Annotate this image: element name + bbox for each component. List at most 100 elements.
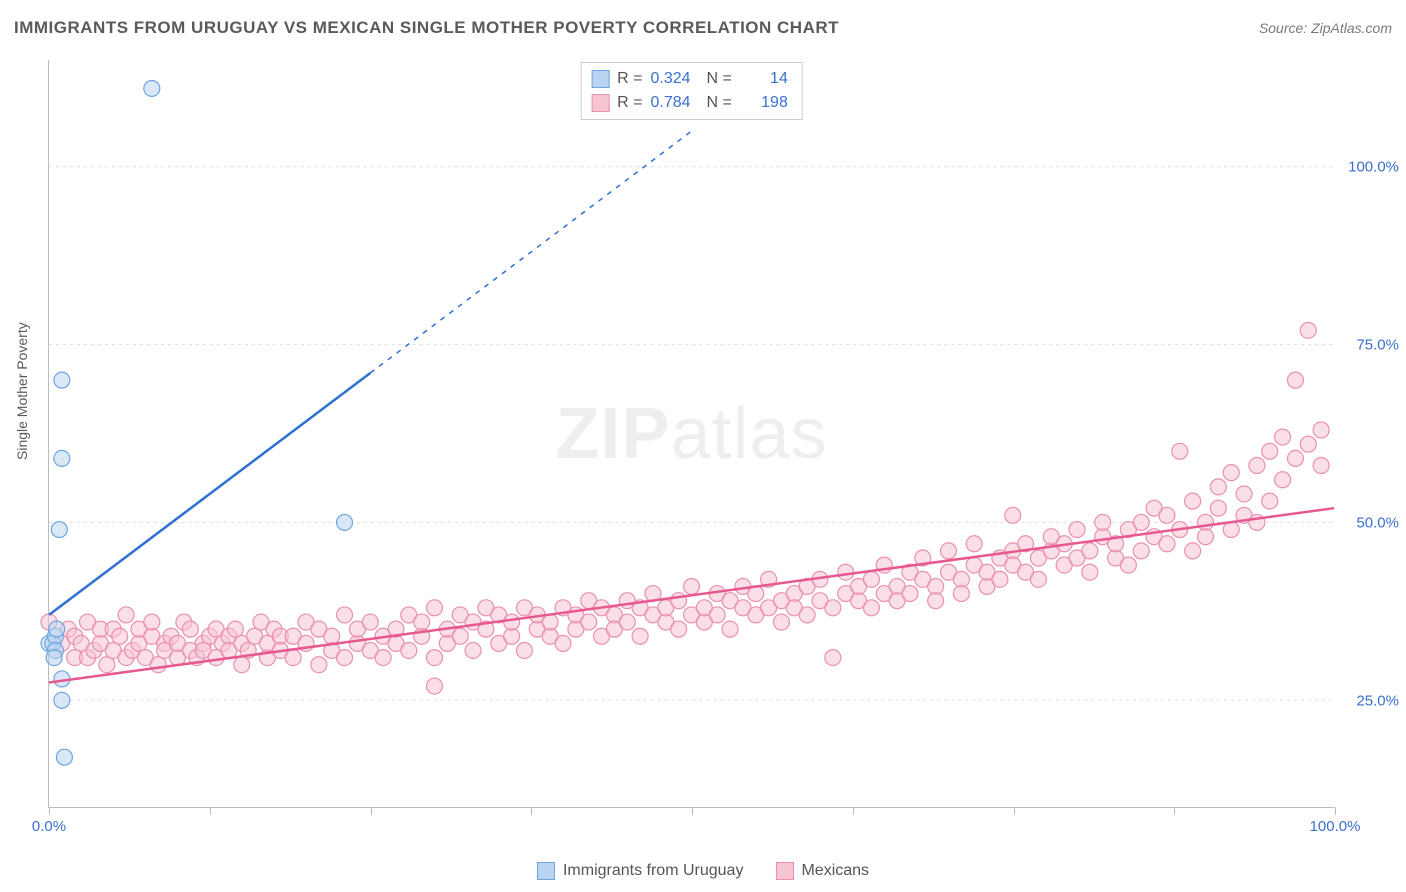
legend-swatch-mexicans xyxy=(775,862,793,880)
data-point-mexicans xyxy=(150,657,166,673)
data-point-mexicans xyxy=(118,607,134,623)
data-point-mexicans xyxy=(1313,422,1329,438)
data-point-mexicans xyxy=(709,607,725,623)
legend-label-mexicans: Mexicans xyxy=(801,862,869,880)
data-point-mexicans xyxy=(1210,479,1226,495)
y-tick-label: 75.0% xyxy=(1356,336,1399,353)
data-point-mexicans xyxy=(953,571,969,587)
data-point-mexicans xyxy=(99,657,115,673)
x-tick xyxy=(1335,807,1336,815)
data-point-mexicans xyxy=(773,614,789,630)
data-point-mexicans xyxy=(902,586,918,602)
data-point-mexicans xyxy=(1198,529,1214,545)
data-point-mexicans xyxy=(966,536,982,552)
y-tick-label: 50.0% xyxy=(1356,515,1399,532)
chart-svg xyxy=(49,60,1334,807)
data-point-mexicans xyxy=(504,614,520,630)
data-point-mexicans xyxy=(953,586,969,602)
chart-title: IMMIGRANTS FROM URUGUAY VS MEXICAN SINGL… xyxy=(14,18,839,38)
data-point-mexicans xyxy=(1300,436,1316,452)
swatch-uruguay xyxy=(591,70,609,88)
data-point-mexicans xyxy=(1223,465,1239,481)
data-point-mexicans xyxy=(619,614,635,630)
data-point-mexicans xyxy=(928,578,944,594)
trend-line-mexicans xyxy=(49,508,1334,682)
data-point-uruguay xyxy=(49,621,65,637)
correlation-box: R = 0.324 N = 14 R = 0.784 N = 198 xyxy=(580,62,803,120)
data-point-mexicans xyxy=(1030,571,1046,587)
data-point-mexicans xyxy=(684,578,700,594)
data-point-mexicans xyxy=(182,621,198,637)
n-value-uruguay: 14 xyxy=(740,70,788,88)
n-label: N = xyxy=(707,94,732,112)
data-point-mexicans xyxy=(112,628,128,644)
legend-swatch-uruguay xyxy=(537,862,555,880)
data-point-mexicans xyxy=(516,642,532,658)
data-point-mexicans xyxy=(504,628,520,644)
data-point-mexicans xyxy=(825,650,841,666)
data-point-mexicans xyxy=(427,678,443,694)
data-point-mexicans xyxy=(581,614,597,630)
data-point-mexicans xyxy=(1198,514,1214,530)
n-value-mexicans: 198 xyxy=(740,94,788,112)
x-tick xyxy=(1174,807,1175,815)
data-point-mexicans xyxy=(1095,514,1111,530)
data-point-mexicans xyxy=(337,650,353,666)
data-point-mexicans xyxy=(1262,493,1278,509)
data-point-mexicans xyxy=(324,628,340,644)
data-point-uruguay xyxy=(144,80,160,96)
data-point-mexicans xyxy=(285,650,301,666)
data-point-mexicans xyxy=(1210,500,1226,516)
data-point-mexicans xyxy=(992,571,1008,587)
swatch-mexicans xyxy=(591,94,609,112)
source-name: ZipAtlas.com xyxy=(1311,20,1392,36)
x-tick-label: 100.0% xyxy=(1310,818,1361,835)
data-point-mexicans xyxy=(401,642,417,658)
data-point-uruguay xyxy=(337,514,353,530)
y-tick-label: 100.0% xyxy=(1348,158,1399,175)
data-point-mexicans xyxy=(1275,472,1291,488)
data-point-mexicans xyxy=(863,571,879,587)
trend-line-uruguay xyxy=(49,373,370,615)
data-point-mexicans xyxy=(941,543,957,559)
x-tick xyxy=(49,807,50,815)
legend-item-mexicans: Mexicans xyxy=(775,862,869,880)
data-point-uruguay xyxy=(51,522,67,538)
data-point-mexicans xyxy=(311,657,327,673)
data-point-mexicans xyxy=(465,642,481,658)
data-point-mexicans xyxy=(1069,522,1085,538)
y-tick-label: 25.0% xyxy=(1356,693,1399,710)
x-tick xyxy=(531,807,532,815)
data-point-mexicans xyxy=(1236,486,1252,502)
data-point-mexicans xyxy=(928,593,944,609)
data-point-mexicans xyxy=(234,657,250,673)
data-point-mexicans xyxy=(1185,493,1201,509)
data-point-uruguay xyxy=(54,692,70,708)
x-tick xyxy=(1014,807,1015,815)
data-point-mexicans xyxy=(1159,536,1175,552)
data-point-mexicans xyxy=(144,614,160,630)
data-point-mexicans xyxy=(1005,507,1021,523)
correlation-row-uruguay: R = 0.324 N = 14 xyxy=(591,67,788,91)
correlation-row-mexicans: R = 0.784 N = 198 xyxy=(591,91,788,115)
data-point-mexicans xyxy=(1287,450,1303,466)
plot-area: ZIPatlas R = 0.324 N = 14 R = 0.784 N = … xyxy=(48,60,1334,808)
data-point-mexicans xyxy=(427,600,443,616)
data-point-mexicans xyxy=(825,600,841,616)
data-point-mexicans xyxy=(1313,458,1329,474)
legend-item-uruguay: Immigrants from Uruguay xyxy=(537,862,744,880)
data-point-mexicans xyxy=(337,607,353,623)
r-label: R = xyxy=(617,94,642,112)
data-point-mexicans xyxy=(1082,564,1098,580)
data-point-mexicans xyxy=(1287,372,1303,388)
data-point-mexicans xyxy=(1262,443,1278,459)
source-prefix: Source: xyxy=(1259,20,1311,36)
r-value-mexicans: 0.784 xyxy=(651,94,699,112)
data-point-mexicans xyxy=(1159,507,1175,523)
data-point-mexicans xyxy=(671,621,687,637)
legend-bottom: Immigrants from Uruguay Mexicans xyxy=(537,862,869,880)
data-point-mexicans xyxy=(632,628,648,644)
data-point-mexicans xyxy=(414,614,430,630)
data-point-mexicans xyxy=(1172,443,1188,459)
data-point-mexicans xyxy=(1133,543,1149,559)
